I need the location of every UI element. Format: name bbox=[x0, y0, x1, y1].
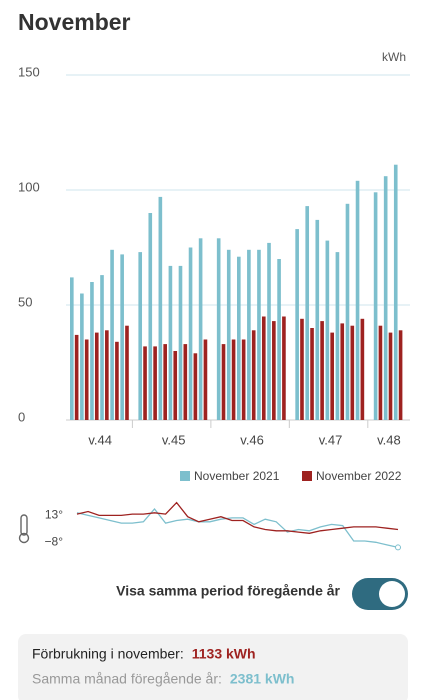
bar bbox=[388, 332, 393, 420]
bar bbox=[198, 238, 203, 420]
summary-value: 1133 kWh bbox=[192, 646, 256, 662]
bar bbox=[80, 293, 84, 420]
x-tick-label: v.44 bbox=[88, 432, 112, 447]
bar bbox=[216, 238, 221, 420]
x-tick-label: v.46 bbox=[240, 432, 264, 447]
legend-swatch bbox=[302, 471, 312, 481]
bar bbox=[143, 346, 147, 420]
summary-box bbox=[18, 634, 408, 700]
summary-label: Samma månad föregående år: bbox=[32, 671, 222, 687]
bar bbox=[183, 344, 188, 420]
bar bbox=[110, 249, 114, 420]
bar bbox=[168, 265, 173, 420]
legend-label: November 2022 bbox=[316, 469, 402, 483]
bar bbox=[378, 325, 383, 420]
bar bbox=[251, 330, 256, 420]
title: November bbox=[18, 9, 131, 35]
unit: kWh bbox=[382, 50, 406, 64]
bar bbox=[305, 206, 310, 420]
bar bbox=[267, 242, 271, 420]
bar bbox=[330, 332, 334, 420]
bar bbox=[231, 339, 236, 420]
bar bbox=[295, 229, 299, 420]
temperature-line bbox=[76, 501, 399, 534]
bar bbox=[237, 256, 241, 420]
x-tick-label: v.48 bbox=[377, 432, 401, 447]
x-tick-label: v.45 bbox=[162, 432, 186, 447]
bar bbox=[138, 252, 143, 420]
bar bbox=[282, 316, 286, 420]
bar bbox=[340, 323, 345, 420]
bar bbox=[350, 325, 355, 420]
bar bbox=[90, 282, 94, 420]
bar bbox=[261, 316, 266, 420]
bar bbox=[355, 180, 360, 420]
bar bbox=[158, 196, 163, 420]
x-tick-label: v.47 bbox=[319, 432, 343, 447]
bar bbox=[257, 249, 261, 420]
toggle-knob[interactable] bbox=[379, 581, 405, 607]
y-tick-label: 100 bbox=[18, 179, 40, 194]
legend-label: November 2021 bbox=[194, 469, 280, 483]
bar bbox=[393, 164, 398, 420]
bar bbox=[247, 249, 251, 420]
bar bbox=[70, 277, 74, 420]
bar bbox=[241, 339, 246, 420]
bar bbox=[226, 249, 231, 420]
bar bbox=[148, 213, 153, 420]
bar bbox=[398, 330, 403, 420]
bar bbox=[163, 344, 167, 420]
bar bbox=[193, 353, 198, 420]
bar bbox=[125, 325, 129, 420]
bar bbox=[325, 240, 330, 420]
summary-label: Förbrukning i november: bbox=[32, 646, 184, 662]
bar bbox=[94, 332, 99, 420]
bar bbox=[272, 321, 276, 420]
y-tick-label: 50 bbox=[18, 294, 32, 309]
bar bbox=[383, 176, 388, 420]
y-tick-label: 13° bbox=[45, 508, 63, 522]
legend-swatch bbox=[180, 471, 190, 481]
bar bbox=[277, 259, 281, 420]
bar bbox=[345, 203, 350, 420]
bar bbox=[100, 275, 104, 420]
end-marker bbox=[395, 544, 401, 551]
bar bbox=[315, 219, 320, 420]
bar bbox=[373, 192, 378, 420]
bar bbox=[203, 339, 208, 420]
bar bbox=[120, 254, 124, 420]
bar bbox=[178, 265, 183, 420]
summary-value: 2381 kWh bbox=[230, 671, 295, 687]
bar bbox=[335, 252, 340, 420]
y-tick-label: 0 bbox=[18, 409, 25, 424]
bar bbox=[84, 339, 89, 420]
y-tick-label: 150 bbox=[18, 64, 40, 79]
toggle-label: Visa samma period föregående år bbox=[116, 583, 340, 599]
bar bbox=[310, 328, 314, 420]
bar bbox=[221, 344, 226, 420]
y-tick-label: −8° bbox=[45, 534, 64, 548]
bar bbox=[300, 318, 304, 420]
bar bbox=[105, 330, 109, 420]
bar bbox=[115, 341, 119, 420]
bar bbox=[153, 346, 157, 420]
thermometer bbox=[18, 514, 30, 544]
bar bbox=[173, 351, 178, 420]
bar bbox=[188, 247, 193, 420]
bar bbox=[74, 334, 79, 420]
bar bbox=[320, 321, 324, 420]
bar bbox=[360, 318, 365, 420]
